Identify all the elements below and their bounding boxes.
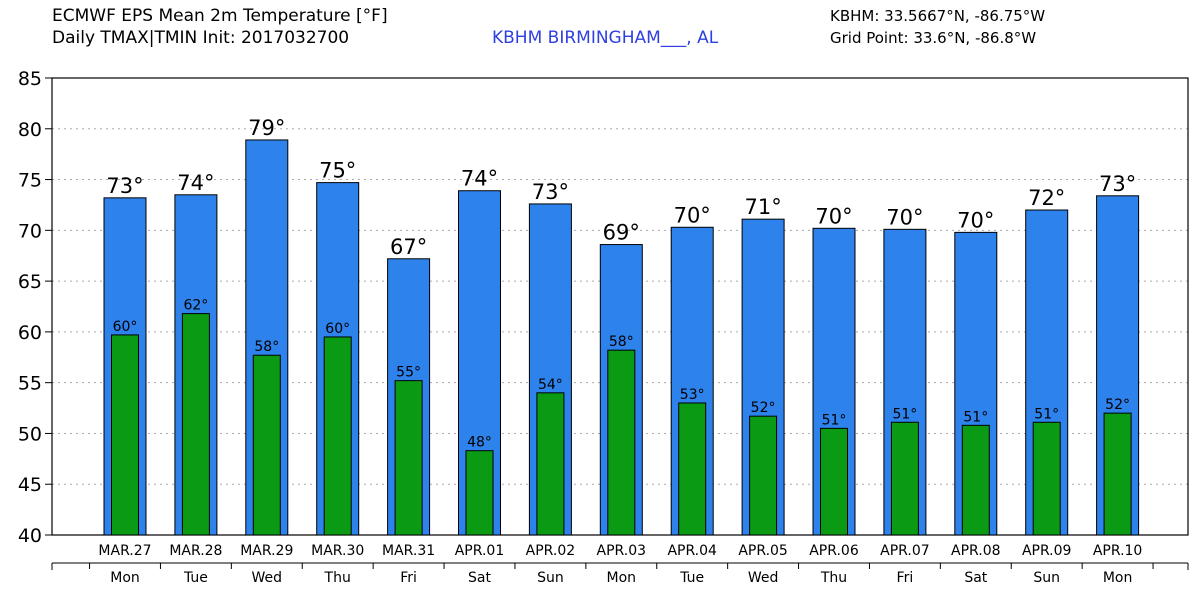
x-day-label: Sat	[468, 570, 491, 586]
tmax-label: 72°	[1028, 186, 1065, 210]
tmax-label: 73°	[106, 174, 143, 198]
tmin-bar	[181, 313, 210, 536]
tmin-bar	[1032, 421, 1061, 536]
tmin-label: 58°	[609, 334, 634, 350]
tmin-bar	[252, 354, 281, 536]
x-day-label: Fri	[897, 570, 914, 586]
x-date-label: APR.10	[1093, 543, 1143, 559]
y-tick-label: 40	[18, 525, 42, 547]
chart-title: ECMWF EPS Mean 2m Temperature [°F]	[52, 6, 388, 26]
x-date-label: MAR.30	[311, 543, 364, 559]
tmin-label: 62°	[183, 298, 208, 314]
tmin-bar	[961, 424, 990, 536]
tmin-bar	[323, 336, 352, 536]
x-day-label: Mon	[607, 570, 637, 586]
tmin-bar	[820, 427, 848, 536]
tmin-label: 48°	[467, 435, 492, 451]
x-day-label: Tue	[679, 570, 704, 586]
x-day-label: Tue	[183, 570, 208, 586]
tmin-label: 52°	[751, 400, 776, 416]
tmax-label: 69°	[603, 221, 640, 245]
tmin-label: 54°	[538, 377, 563, 393]
x-date-label: MAR.28	[169, 543, 222, 559]
x-day-label: Thu	[820, 570, 847, 586]
station-coordinates: KBHM: 33.5667°N, -86.75°W	[830, 7, 1046, 25]
x-date-label: APR.03	[597, 543, 647, 559]
x-date-label: APR.08	[951, 543, 1001, 559]
y-tick-label: 75	[18, 170, 42, 192]
tmin-bar	[111, 334, 139, 536]
tmin-label: 55°	[396, 365, 421, 381]
x-day-label: Fri	[400, 570, 417, 586]
tmax-label: 75°	[319, 159, 356, 183]
x-date-label: MAR.29	[240, 543, 293, 559]
tmax-label: 67°	[390, 235, 427, 259]
x-date-label: APR.09	[1022, 543, 1072, 559]
x-date-label: MAR.27	[98, 543, 151, 559]
chart-subtitle: Daily TMAX|TMIN Init: 2017032700	[52, 28, 350, 48]
tmin-label: 58°	[254, 339, 279, 355]
x-day-label: Sun	[1033, 570, 1060, 586]
y-tick-label: 85	[18, 68, 42, 90]
x-date-label: APR.05	[738, 543, 788, 559]
y-tick-label: 60	[18, 322, 42, 344]
tmin-label: 53°	[680, 387, 705, 403]
y-tick-label: 55	[18, 373, 42, 395]
tmax-label: 71°	[744, 195, 781, 219]
tmax-label: 70°	[957, 208, 994, 232]
x-date-label: APR.02	[526, 543, 576, 559]
grid-point-coordinates: Grid Point: 33.6°N, -86.8°W	[830, 29, 1037, 47]
y-tick-label: 50	[18, 423, 42, 445]
tmin-label: 51°	[1034, 406, 1059, 422]
tmin-bar	[749, 415, 778, 536]
tmin-label: 52°	[1105, 397, 1130, 413]
tmin-label: 60°	[113, 319, 138, 335]
tmax-label: 74°	[177, 171, 214, 195]
tmax-label: 79°	[248, 116, 285, 140]
tmax-label: 70°	[886, 205, 923, 229]
x-day-label: Wed	[252, 570, 283, 586]
x-day-label: Mon	[110, 570, 140, 586]
tmax-label: 70°	[815, 204, 852, 228]
y-tick-label: 70	[18, 220, 42, 242]
tmin-bar	[536, 392, 565, 536]
tmin-bar	[1103, 412, 1132, 536]
tmin-bar	[394, 380, 423, 536]
tmax-label: 74°	[461, 167, 498, 191]
y-tick-label: 80	[18, 119, 42, 141]
y-tick-label: 65	[18, 271, 42, 293]
tmin-label: 51°	[892, 406, 917, 422]
x-day-label: Wed	[748, 570, 779, 586]
x-date-label: APR.07	[880, 543, 930, 559]
tmin-label: 60°	[325, 321, 350, 337]
tmax-label: 73°	[532, 180, 569, 204]
tmax-label: 70°	[674, 203, 711, 227]
x-date-label: MAR.31	[382, 543, 435, 559]
x-day-label: Mon	[1103, 570, 1133, 586]
tmin-label: 51°	[963, 409, 988, 425]
x-date-label: APR.01	[455, 543, 505, 559]
x-day-label: Sun	[537, 570, 564, 586]
tmin-bar	[465, 450, 494, 536]
tmax-label: 73°	[1099, 172, 1136, 196]
tmin-bar	[890, 421, 919, 536]
y-tick-label: 45	[18, 474, 42, 496]
x-day-label: Sat	[964, 570, 987, 586]
station-name: KBHM BIRMINGHAM___, AL	[492, 28, 719, 48]
tmin-label: 51°	[822, 412, 847, 428]
x-date-label: APR.06	[809, 543, 859, 559]
tmin-bar	[607, 349, 636, 536]
x-date-label: APR.04	[667, 543, 717, 559]
tmin-bar	[678, 402, 707, 536]
x-day-label: Thu	[324, 570, 351, 586]
